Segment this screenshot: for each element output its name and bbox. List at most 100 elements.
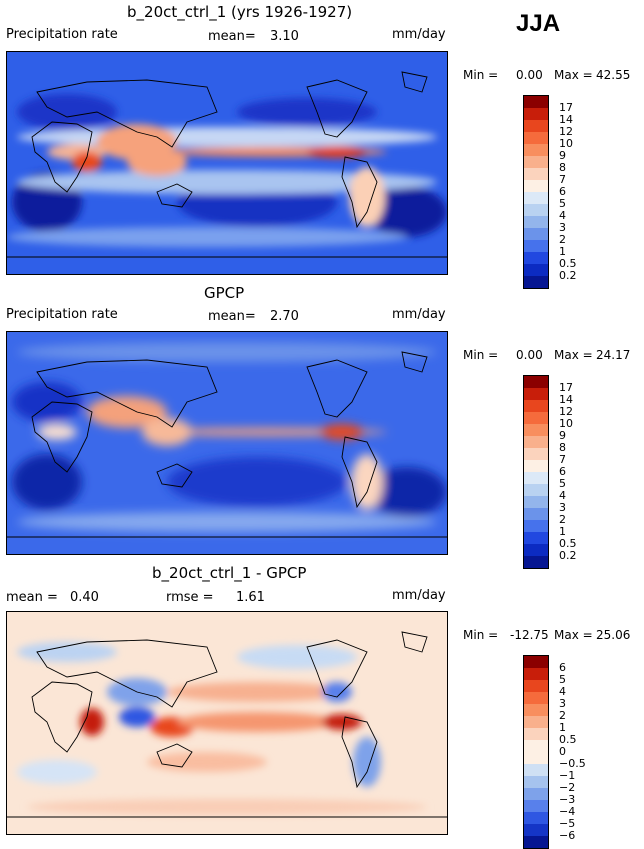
panel-1-mean-label: mean=	[208, 29, 256, 44]
colorbar-swatch	[524, 144, 548, 156]
colorbar-swatch	[524, 532, 548, 544]
panel-1-max-value: 42.55	[596, 68, 631, 82]
colorbar-tick-label: 8	[559, 161, 566, 174]
colorbar-swatch	[524, 448, 548, 460]
panel-1-min-label: Min =	[463, 68, 499, 82]
colorbar-swatch	[524, 704, 548, 716]
panel-2-min-label: Min =	[463, 348, 499, 362]
colorbar-tick-label: 5	[559, 673, 566, 686]
colorbar-swatch	[524, 276, 548, 288]
colorbar-tick-label: 7	[559, 173, 566, 186]
colorbar-swatch	[524, 264, 548, 276]
colorbar-swatch	[524, 168, 548, 180]
colorbar-tick-label: −4	[559, 805, 576, 818]
panel-2-max-label: Max =	[554, 348, 593, 362]
colorbar-swatch	[524, 472, 548, 484]
colorbar-swatch	[524, 740, 548, 752]
colorbar-tick-label: 12	[559, 125, 573, 138]
panel-2-max-value: 24.17	[596, 348, 631, 362]
panel-3-difference-map	[6, 611, 448, 835]
panel-3-max-label: Max =	[554, 628, 593, 642]
colorbar-tick-label: 9	[559, 429, 566, 442]
colorbar-tick-label: 5	[559, 197, 566, 210]
colorbar-swatch	[524, 508, 548, 520]
colorbar-tick-label: 2	[559, 709, 566, 722]
colorbar-swatch	[524, 764, 548, 776]
colorbar-swatch	[524, 180, 548, 192]
panel-2-precipitation-map	[6, 331, 448, 555]
colorbar-swatch	[524, 544, 548, 556]
panel-1-mean-value: 3.10	[270, 29, 299, 44]
panel-1-max-label: Max =	[554, 68, 593, 82]
colorbar-swatch	[524, 836, 548, 848]
colorbar-swatch	[524, 216, 548, 228]
colorbar-swatch	[524, 424, 548, 436]
colorbar-swatch	[524, 228, 548, 240]
season-label: JJA	[516, 10, 561, 37]
colorbar-tick-label: 0.5	[559, 733, 577, 746]
colorbar-swatch	[524, 192, 548, 204]
colorbar-swatch	[524, 716, 548, 728]
panel-3-colorbar	[523, 655, 549, 849]
panel-3-mean-value: 0.40	[70, 590, 99, 605]
panel-3-min-value: -12.75	[510, 628, 549, 642]
panel-2-mean-label: mean=	[208, 309, 256, 324]
colorbar-tick-label: 0.2	[559, 269, 577, 282]
panel-3-mean-label: mean =	[6, 590, 58, 605]
colorbar-tick-label: 4	[559, 489, 566, 502]
colorbar-tick-label: 10	[559, 417, 573, 430]
colorbar-swatch	[524, 752, 548, 764]
colorbar-tick-label: −6	[559, 829, 576, 842]
colorbar-tick-label: 0.2	[559, 549, 577, 562]
colorbar-swatch	[524, 412, 548, 424]
colorbar-tick-label: 3	[559, 697, 566, 710]
colorbar-tick-label: −2	[559, 781, 576, 794]
colorbar-tick-label: 0	[559, 745, 566, 758]
panel-3-min-label: Min =	[463, 628, 499, 642]
colorbar-tick-label: 14	[559, 393, 573, 406]
colorbar-tick-label: −0.5	[559, 757, 586, 770]
panel-2-variable-label: Precipitation rate	[6, 307, 118, 322]
colorbar-tick-label: 8	[559, 441, 566, 454]
colorbar-swatch	[524, 824, 548, 836]
colorbar-tick-label: 5	[559, 477, 566, 490]
colorbar-swatch	[524, 776, 548, 788]
colorbar-swatch	[524, 376, 548, 388]
colorbar-swatch	[524, 728, 548, 740]
colorbar-tick-label: 1	[559, 525, 566, 538]
colorbar-swatch	[524, 668, 548, 680]
panel-1-colorbar	[523, 95, 549, 289]
colorbar-swatch	[524, 520, 548, 532]
colorbar-swatch	[524, 680, 548, 692]
colorbar-tick-label: 7	[559, 453, 566, 466]
panel-3-max-value: 25.06	[596, 628, 631, 642]
colorbar-swatch	[524, 800, 548, 812]
colorbar-swatch	[524, 388, 548, 400]
colorbar-swatch	[524, 656, 548, 668]
colorbar-tick-label: −5	[559, 817, 576, 830]
colorbar-tick-label: 6	[559, 185, 566, 198]
colorbar-tick-label: 3	[559, 501, 566, 514]
colorbar-swatch	[524, 788, 548, 800]
colorbar-tick-label: 12	[559, 405, 573, 418]
panel-3-rmse-label: rmse =	[166, 590, 214, 605]
colorbar-tick-label: 1	[559, 245, 566, 258]
panel-2-min-value: 0.00	[516, 348, 543, 362]
colorbar-tick-label: 9	[559, 149, 566, 162]
colorbar-swatch	[524, 252, 548, 264]
panel-1-min-value: 0.00	[516, 68, 543, 82]
colorbar-tick-label: −3	[559, 793, 576, 806]
colorbar-tick-label: 10	[559, 137, 573, 150]
colorbar-swatch	[524, 156, 548, 168]
colorbar-swatch	[524, 204, 548, 216]
panel-2-units: mm/day	[392, 307, 446, 322]
colorbar-swatch	[524, 108, 548, 120]
panel-3-rmse-value: 1.61	[236, 590, 265, 605]
colorbar-swatch	[524, 484, 548, 496]
colorbar-swatch	[524, 812, 548, 824]
colorbar-tick-label: 6	[559, 465, 566, 478]
colorbar-swatch	[524, 692, 548, 704]
colorbar-tick-label: 4	[559, 685, 566, 698]
panel-2-colorbar	[523, 375, 549, 569]
panel-1-title: b_20ct_ctrl_1 (yrs 1926-1927)	[127, 3, 353, 21]
